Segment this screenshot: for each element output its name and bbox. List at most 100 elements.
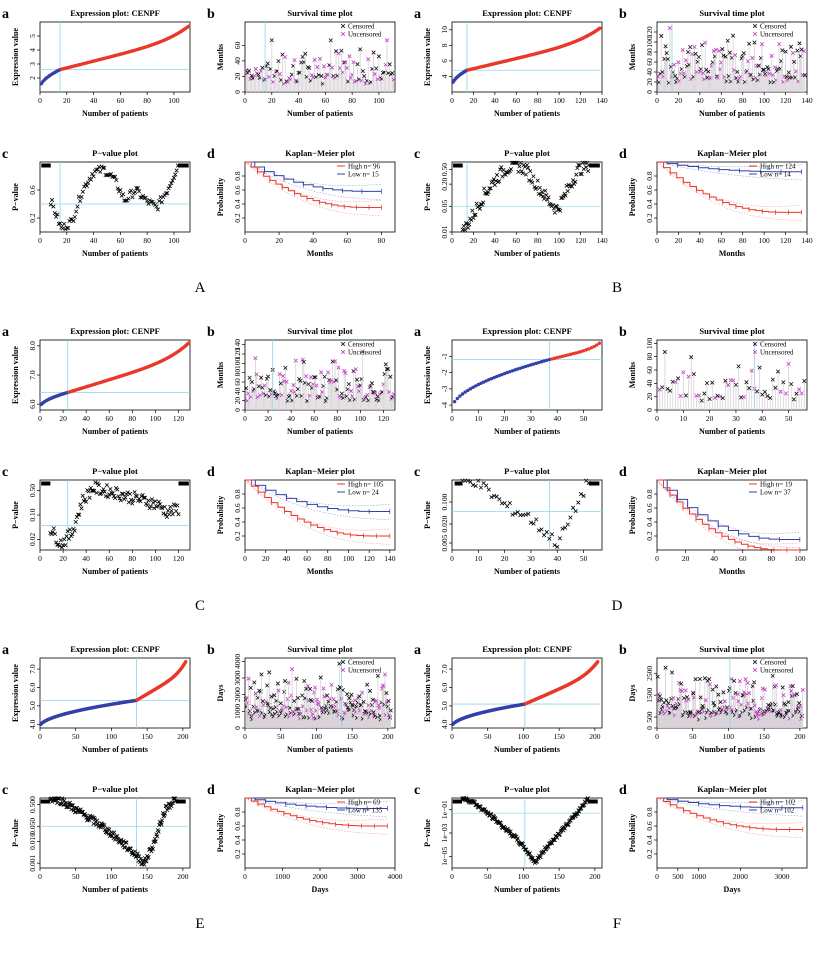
data-point: [712, 395, 717, 400]
data-point: [582, 802, 587, 807]
data-point: [721, 53, 726, 58]
data-point: [725, 38, 730, 43]
plot-frame: [39, 21, 191, 93]
x-tick-label: 40: [554, 414, 562, 423]
data-point: [598, 26, 602, 30]
data-point: [560, 526, 565, 531]
data-point: [171, 175, 177, 180]
data-point: [575, 812, 580, 817]
data-point: [74, 209, 79, 214]
data-point: [114, 178, 119, 183]
data-point: [112, 496, 118, 501]
data-point: [155, 207, 160, 212]
x-tick-label: 120: [780, 236, 792, 245]
data-point: [382, 672, 388, 677]
legend-censored: Censored: [348, 23, 375, 31]
data-point: [256, 709, 261, 714]
data-point: [792, 59, 797, 64]
data-point: [759, 42, 765, 47]
y-axis-label: Probability: [216, 178, 225, 217]
x-tick-label: 40: [491, 236, 499, 245]
x-tick-label: 50: [277, 732, 285, 741]
data-point: [497, 497, 502, 502]
data-point: [349, 692, 354, 697]
x-tick-label: 0: [655, 554, 659, 563]
x-tick-label: 100: [518, 872, 530, 881]
y-tick-label: 10: [440, 26, 449, 34]
data-point: [160, 506, 165, 511]
data-point: [789, 381, 794, 387]
data-point: [319, 73, 324, 79]
panel-letter: b: [207, 7, 215, 22]
data-point: [137, 854, 142, 859]
data-point: [463, 221, 469, 226]
data-point: [539, 527, 544, 532]
data-point: [482, 186, 487, 191]
data-point: [784, 74, 789, 79]
y-tick-label: 20: [233, 72, 242, 80]
excluded-range-bar: [589, 163, 600, 168]
panel-letter: d: [207, 147, 215, 162]
y-tick-label: 60: [233, 41, 242, 49]
panel-letter: d: [619, 147, 627, 162]
data-point: [347, 696, 352, 701]
x-tick-label: 40: [82, 554, 90, 563]
panel-letter: d: [619, 783, 627, 798]
data-point: [119, 491, 125, 496]
y-tick-label: 4: [440, 74, 449, 78]
data-point: [169, 181, 174, 186]
panel-letter: c: [2, 147, 8, 162]
data-point: [563, 353, 567, 358]
x-tick-label: 20: [675, 96, 683, 105]
excluded-range-bar: [175, 799, 186, 804]
data-point: [319, 705, 324, 710]
data-point: [513, 368, 517, 372]
data-point: [130, 850, 135, 855]
group-e: 0 50 100 150 200 4.0 5.0 6.0 7.0 Expression plot:…: [2, 643, 403, 932]
data-point: [268, 388, 273, 393]
data-point: [505, 504, 510, 509]
x-tick-label: 0: [655, 96, 659, 105]
data-point: [465, 225, 471, 230]
data-point: [344, 702, 349, 707]
data-point: [549, 532, 555, 537]
y-tick-label: 1e−03: [440, 823, 449, 842]
km-low-curve: [245, 479, 390, 512]
x-tick-label: 150: [142, 732, 154, 741]
x-tick-label: 60: [718, 236, 726, 245]
data-point: [154, 204, 159, 209]
data-point: [529, 363, 533, 367]
data-point: [672, 62, 677, 67]
x-tick-label: 20: [706, 414, 714, 423]
x-tick-label: 0: [450, 554, 454, 563]
plot-frame: [451, 339, 603, 411]
data-point: [386, 698, 391, 704]
x-tick-label: 120: [378, 414, 390, 423]
y-axis-label: Expression value: [11, 346, 20, 404]
data-point: [558, 208, 563, 213]
data-point: [51, 204, 56, 209]
y-axis-label: P−value: [423, 501, 432, 529]
legend-uncensored: Uncensored: [348, 31, 382, 39]
x-axis-label: Number of patients: [494, 745, 560, 754]
data-point: [112, 174, 118, 179]
y-axis-label: Expression value: [11, 664, 20, 722]
group-letter: C: [195, 598, 205, 614]
data-point: [730, 33, 736, 38]
data-point: [120, 491, 126, 497]
x-tick-label: 120: [780, 96, 792, 105]
x-tick-label: 40: [710, 554, 718, 563]
data-point: [159, 200, 164, 205]
data-point: [523, 172, 529, 177]
confidence-band: [244, 161, 382, 201]
data-point: [175, 503, 180, 508]
data-point: [686, 374, 691, 379]
data-point: [455, 396, 459, 401]
data-point: [741, 693, 746, 698]
data-point: [168, 504, 173, 509]
panel-letter: c: [2, 465, 8, 480]
y-tick-label: 0.6: [645, 503, 654, 513]
data-point: [149, 497, 155, 502]
legend-low: Low n= 102: [760, 807, 795, 815]
